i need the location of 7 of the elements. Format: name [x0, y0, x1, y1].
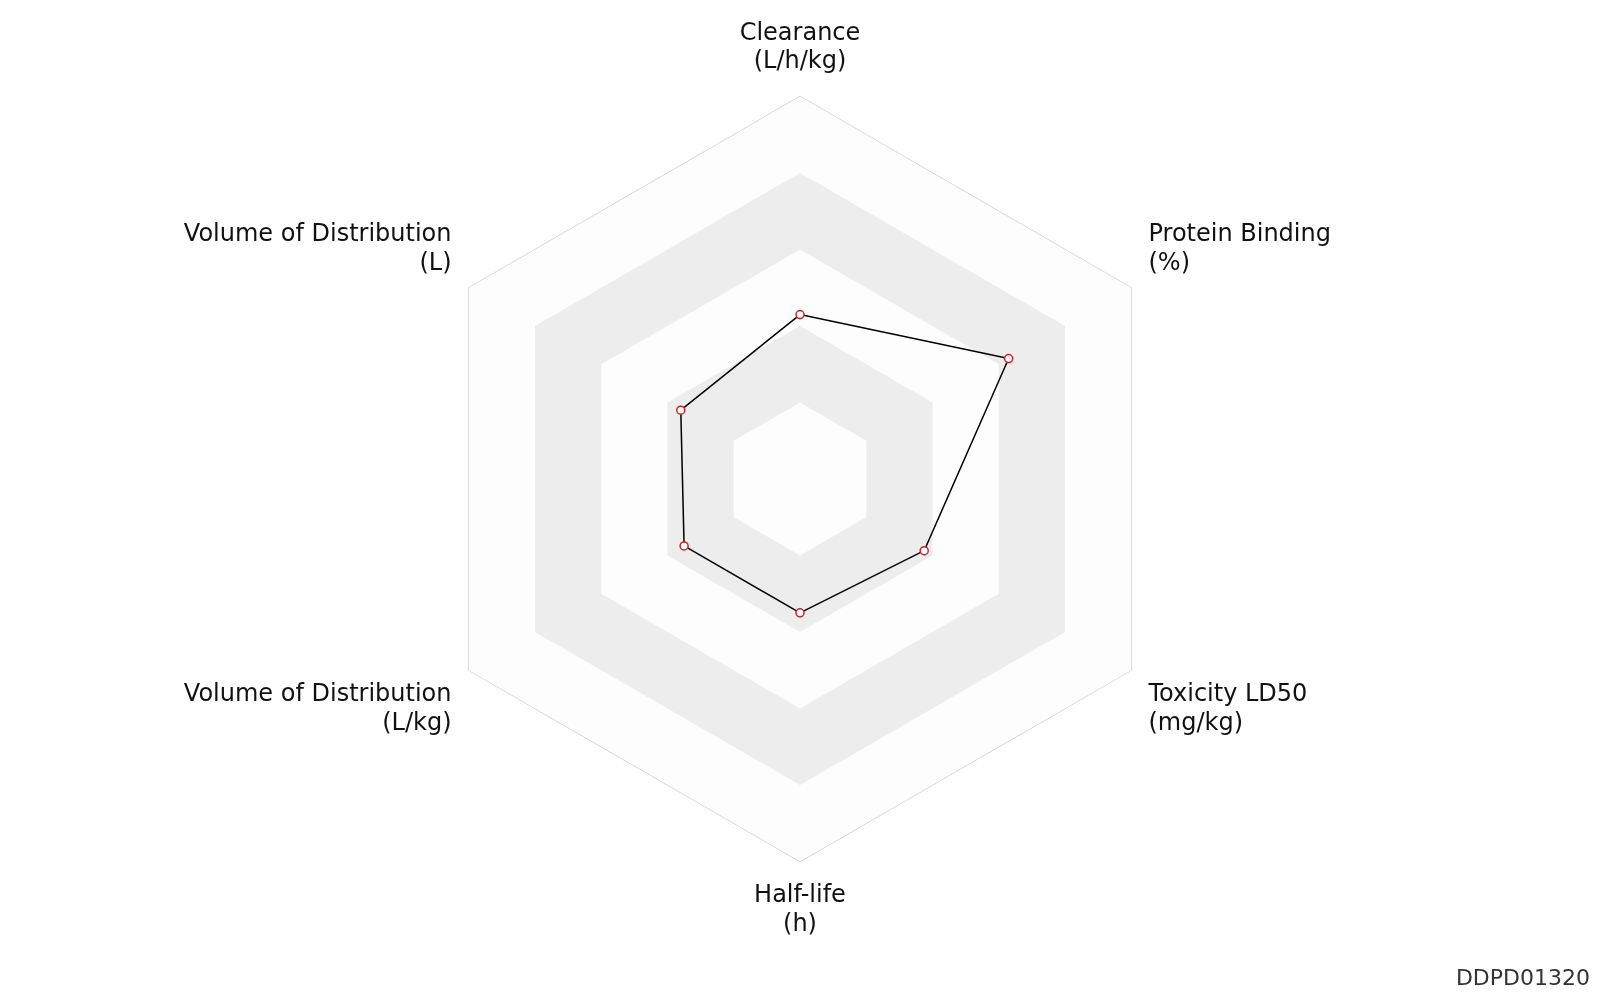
text: DDPD01320 — [1455, 964, 1590, 990]
spoke-label: Volume of Distribution (L/kg) — [183, 678, 452, 736]
spoke-label: Toxicity LD50 (mg/kg) — [1147, 678, 1308, 736]
spoke-label: Volume of Distribution (L) — [183, 218, 452, 276]
spoke-label: Half-life (h) — [754, 880, 846, 937]
spoke-label: Clearance (L/h/kg) — [739, 17, 861, 75]
spoke-label: Protein Binding (%) — [1148, 218, 1331, 276]
